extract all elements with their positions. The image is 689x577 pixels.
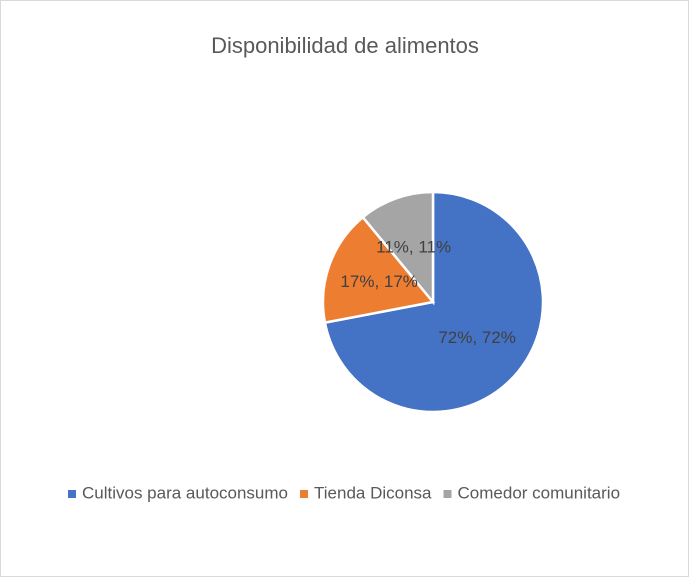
legend-swatch — [300, 490, 309, 498]
pie-slice — [361, 190, 435, 306]
legend-label: Tienda Diconsa — [314, 483, 432, 502]
data-label: 17%, 17% — [340, 272, 418, 291]
legend-label: Comedor comunitario — [458, 483, 621, 502]
data-label: 11%, 11% — [376, 238, 451, 257]
legend-swatch — [68, 490, 76, 498]
legend-swatch — [443, 490, 452, 498]
chart-title: Disponibilidad de alimentos — [211, 33, 479, 58]
legend-label: Cultivos para autoconsumo — [82, 483, 288, 502]
data-label: 72%, 72% — [438, 328, 516, 347]
pie-slice — [321, 215, 436, 325]
